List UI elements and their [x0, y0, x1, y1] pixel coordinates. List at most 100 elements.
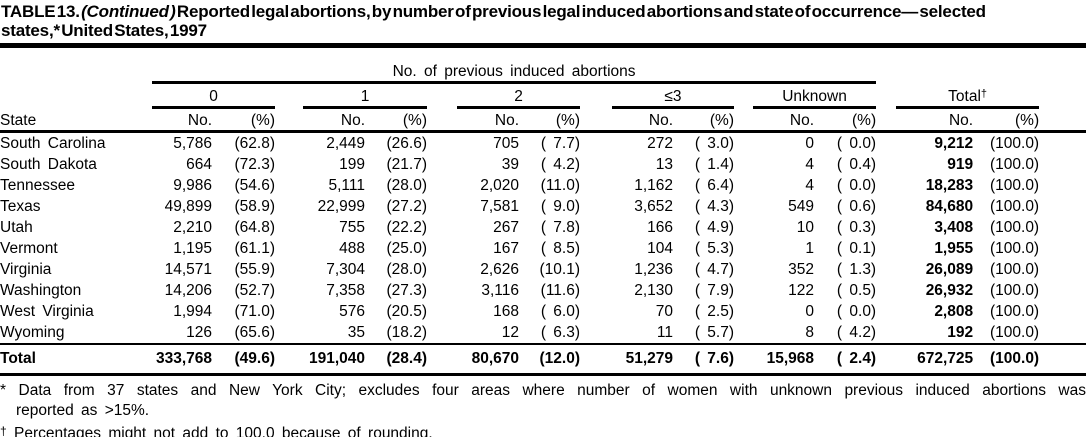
empty-cell	[1039, 343, 1086, 376]
footnote-dagger: † Percentages might not add to 100.0 bec…	[0, 421, 1086, 437]
percent-cell: (11.6)	[540, 281, 580, 299]
count-cell: 15,968	[753, 343, 814, 376]
group-label-1: 1	[303, 82, 427, 109]
percent-cell: ( 4.2)	[836, 323, 877, 341]
percent-cell: (55.9)	[234, 260, 276, 278]
column-gap	[427, 83, 457, 108]
count-cell: 0	[805, 302, 814, 320]
column-gap	[580, 322, 612, 344]
empty-cell	[1039, 46, 1086, 83]
column-gap	[427, 343, 457, 376]
percent-cell: (25.0)	[386, 239, 428, 257]
percent-cell: ( 6.0)	[540, 302, 580, 320]
empty-cell	[1039, 107, 1086, 133]
count-cell: 488	[339, 239, 365, 257]
count-cell: 1,162	[634, 176, 673, 194]
column-gap	[876, 280, 896, 301]
column-gap	[734, 154, 753, 175]
group-labels-row: 0 1 2 ≤3 Unknown Total†	[0, 82, 1086, 109]
column-gap	[427, 107, 457, 133]
column-gap	[580, 343, 612, 376]
spanner-heading: No. of previous induced abortions	[152, 45, 877, 84]
column-gap	[876, 343, 897, 376]
column-gap	[876, 322, 896, 344]
count-cell: 26,089	[925, 260, 974, 278]
percent-cell: ( 0.3)	[836, 218, 877, 236]
count-cell: 51,279	[612, 343, 673, 376]
column-gap	[580, 175, 612, 196]
percent-cell: ( 4.7)	[694, 260, 734, 278]
percent-cell: ( 0.0)	[836, 134, 877, 152]
count-cell: 352	[788, 260, 814, 278]
column-gap	[580, 280, 612, 301]
column-gap	[427, 280, 457, 301]
column-gap	[275, 132, 303, 155]
footnotes: * Data from 37 states and New York City;…	[0, 381, 1086, 437]
percent-cell: (100.0)	[989, 134, 1040, 152]
count-cell: 2,808	[934, 302, 974, 320]
count-cell: 919	[947, 155, 974, 173]
column-gap	[580, 217, 612, 238]
count-cell: 70	[655, 302, 673, 320]
table-row: Washington 14,206 (52.7) 7,358 (27.3) 3,116 (1…	[0, 280, 1086, 301]
percent-cell: ( 7.7)	[540, 134, 580, 152]
count-cell: 122	[788, 281, 814, 299]
column-gap	[580, 83, 612, 108]
group-label-unknown: Unknown	[753, 82, 877, 109]
no-column-header: No.	[612, 107, 673, 133]
count-cell: 1,236	[634, 260, 673, 278]
percent-cell: ( 8.5)	[540, 239, 580, 257]
count-cell: 2,626	[480, 260, 519, 278]
column-gap	[427, 238, 457, 259]
table-row: Virginia 14,571 (55.9) 7,304 (28.0) 2,626 (10.…	[0, 259, 1086, 280]
column-gap	[427, 259, 457, 280]
column-gap	[580, 132, 612, 155]
empty-cell	[1039, 301, 1086, 322]
column-gap	[876, 259, 896, 280]
no-column-header: No.	[303, 107, 365, 133]
percent-cell: (52.7)	[234, 281, 276, 299]
table-number: TABLE 13.	[1, 2, 80, 21]
count-cell: 12	[501, 323, 519, 341]
column-gap	[427, 154, 457, 175]
empty-cell	[0, 83, 152, 108]
column-gap	[580, 196, 612, 217]
total-label: Total	[948, 88, 981, 105]
percent-cell: (100.0)	[989, 281, 1040, 299]
percent-cell: ( 0.1)	[836, 239, 877, 257]
state-cell: Washington	[0, 281, 82, 299]
percent-cell: (49.6)	[212, 343, 275, 376]
column-gap	[876, 196, 896, 217]
column-gap	[876, 217, 896, 238]
empty-cell	[1039, 259, 1086, 280]
group-label-0: 0	[152, 82, 275, 109]
percent-cell: (71.0)	[234, 302, 276, 320]
state-cell: Utah	[0, 218, 33, 236]
count-cell: 14,206	[164, 281, 212, 299]
footnote-asterisk-line2: reported as >15%.	[16, 402, 150, 419]
column-gap	[275, 196, 303, 217]
count-cell: 549	[788, 197, 814, 215]
column-gap	[427, 322, 457, 344]
percent-cell: (72.3)	[234, 155, 276, 173]
table-row: West Virginia 1,994 (71.0) 576 (20.5) 168 ( 6.…	[0, 301, 1086, 322]
empty-cell	[1039, 83, 1086, 108]
footnote-asterisk-text: Data from 37 states and New York City; e…	[18, 382, 1086, 399]
column-gap	[275, 175, 303, 196]
table-row: Tennessee 9,986 (54.6) 5,111 (28.0) 2,020 (11.…	[0, 175, 1086, 196]
column-gap	[275, 280, 303, 301]
count-cell: 11	[656, 323, 673, 341]
count-cell: 664	[186, 155, 212, 173]
count-cell: 1	[805, 239, 814, 257]
count-cell: 267	[493, 218, 519, 236]
column-gap	[734, 132, 753, 155]
table-title-line2: states,* United States, 1997	[1, 21, 207, 40]
count-cell: 1,955	[934, 239, 974, 257]
count-cell: 5,786	[173, 134, 212, 152]
percent-cell: ( 9.0)	[540, 197, 580, 215]
percent-cell: (100.0)	[989, 323, 1040, 341]
percent-cell: (18.2)	[386, 323, 428, 341]
count-cell: 191,040	[303, 343, 365, 376]
count-cell: 4	[805, 155, 814, 173]
table-title: TABLE 13. (Continued ) Reported legal ab…	[0, 0, 1086, 40]
